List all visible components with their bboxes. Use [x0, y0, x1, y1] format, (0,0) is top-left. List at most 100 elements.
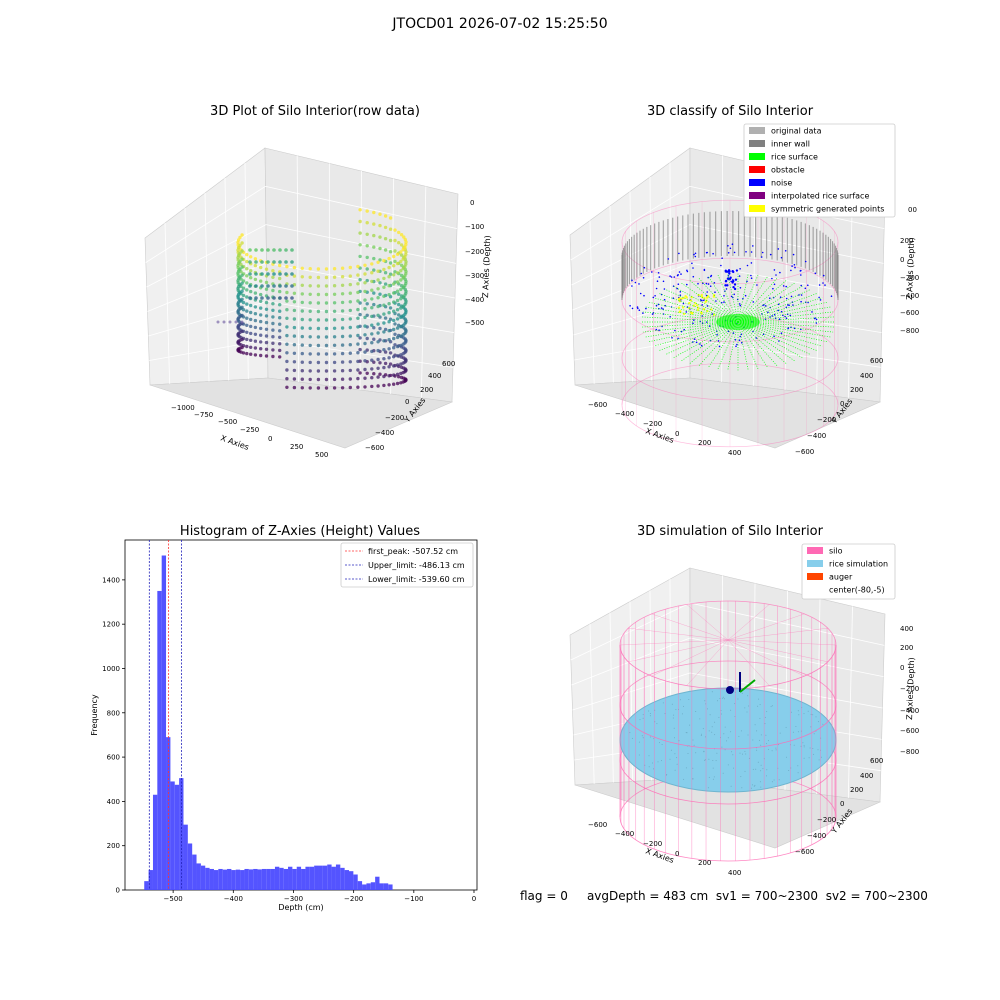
p2-ztick: −600 [900, 309, 919, 317]
histogram-bar [279, 867, 284, 890]
p4-ytick: −600 [795, 848, 814, 856]
histogram-bar [240, 870, 245, 890]
histogram-bar [340, 867, 345, 890]
p1-xtick: −250 [240, 426, 259, 434]
histogram-bar [388, 884, 393, 890]
p1-ytick: −200 [385, 414, 404, 422]
panel2-legend: original data inner wall rice surface obsta… [743, 123, 896, 218]
p4-ytick: 200 [850, 786, 863, 794]
panel4-legend: silo rice simulation auger center(-80,-5) [801, 543, 896, 600]
panel3-title: Histogram of Z-Axies (Height) Values [179, 524, 421, 539]
status-line: flag = 0 avgDepth = 483 cm sv1 = 700~230… [520, 889, 928, 903]
status-flag: flag = 0 [520, 889, 568, 903]
p4-xtick: −400 [615, 830, 634, 838]
svg-text:rice surface: rice surface [771, 153, 818, 162]
panel4-title: 3D simulation of Silo Interior [637, 524, 823, 539]
histogram-bar [196, 863, 201, 890]
histogram-bar [288, 866, 293, 890]
p2-ytick: −200 [817, 416, 836, 424]
histogram-bar [218, 868, 223, 890]
svg-text:rice simulation: rice simulation [829, 560, 888, 569]
svg-text:center(-80,-5): center(-80,-5) [829, 586, 885, 595]
p2-ytick: 600 [870, 357, 883, 365]
histogram-bar [261, 868, 267, 890]
panel2-chart: −600 −400 −200 0 200 400 −600 −400 −200 … [569, 123, 919, 457]
p2-ytick: −400 [807, 432, 826, 440]
histogram-ytick: 200 [107, 842, 120, 850]
p4-xlabel: X Axies [644, 846, 675, 865]
histogram-bar [318, 865, 323, 890]
p1-xtick: 500 [315, 451, 328, 459]
histogram-ylabel: Frequency [90, 694, 99, 736]
p1-ytick: 400 [428, 372, 441, 380]
histogram-bar [362, 884, 367, 890]
p2-ytick: 400 [860, 372, 873, 380]
p1-ztick: −100 [465, 223, 484, 231]
p1-zlabel: Z Axies (Depth) [481, 235, 492, 298]
p4-ztick: −600 [900, 727, 919, 735]
p1-xlabel: X Axies [219, 433, 250, 452]
histogram-bar [253, 868, 258, 890]
histogram-bar [349, 871, 354, 890]
p1-xtick: 250 [290, 443, 303, 451]
status-sv1: sv1 = 700~2300 [715, 889, 819, 903]
status-avg-depth: avgDepth = 483 cm [586, 889, 709, 903]
p4-xtick: 0 [675, 850, 679, 858]
histogram-bar [244, 868, 249, 890]
histogram-bar [379, 883, 384, 890]
p2-xtick: −600 [588, 401, 607, 409]
p1-ytick: −600 [365, 444, 384, 452]
figure-title: JTOCD01 2026-07-02 15:25:50 [392, 16, 608, 32]
histogram-ytick: 400 [107, 798, 120, 806]
p2-zlabel: Z Axies (Depth) [905, 237, 916, 300]
p4-xtick: 400 [728, 869, 741, 877]
histogram-ytick: 1400 [102, 576, 120, 584]
histogram-bar [314, 865, 319, 890]
histogram-bar [222, 869, 228, 890]
p4-ytick: 0 [840, 800, 844, 808]
p2-ytick: −600 [795, 448, 814, 456]
histogram-bar [187, 843, 193, 890]
histogram-bar [209, 868, 214, 890]
histogram-ytick: 0 [116, 887, 120, 895]
p2-xtick: −400 [615, 410, 634, 418]
p4-ytick: 400 [860, 772, 873, 780]
p4-ztick: −400 [900, 707, 919, 715]
histogram-bar [257, 869, 262, 890]
histogram-ytick: 1000 [102, 665, 120, 673]
panel1-chart: −1000 −750 −500 −250 0 250 500 −600 −400… [144, 147, 492, 459]
p4-xtick: −600 [588, 821, 607, 829]
p2-xtick: 0 [675, 430, 679, 438]
histogram-ytick: 800 [107, 709, 120, 717]
histogram-bar [205, 867, 210, 890]
p1-ztick: 0 [470, 199, 474, 207]
p2-ztick: 00 [908, 206, 917, 214]
histogram-xtick: 0 [472, 895, 476, 903]
histogram-bar [157, 590, 162, 890]
histogram-bar [231, 870, 236, 890]
p1-xtick: −1000 [171, 404, 195, 412]
histogram-ticks: −500 −400 −300 −200 −100 0 0 200 400 600 800 1000 12… [102, 576, 476, 903]
p1-ztick: −400 [465, 296, 484, 304]
p4-ytick: −400 [807, 832, 826, 840]
legend-lower-limit: Lower_limit: -539.60 cm [368, 575, 465, 584]
histogram-xtick: −400 [224, 895, 243, 903]
histogram-ytick: 1200 [102, 621, 120, 629]
panel2-point-cloud [621, 199, 839, 448]
histogram-bar [353, 874, 358, 890]
svg-text:inner wall: inner wall [771, 140, 810, 149]
p2-xlabel: X Axies [644, 426, 675, 445]
p4-xtick: 200 [698, 859, 711, 867]
panel1-axes-box [144, 147, 459, 449]
p2-xtick: 400 [728, 449, 741, 457]
svg-text:interpolated rice surface: interpolated rice surface [771, 192, 869, 201]
histogram-xlabel: Depth (cm) [278, 903, 323, 912]
p1-xtick: 0 [268, 435, 272, 443]
histogram-bar [227, 868, 232, 890]
panel1-title: 3D Plot of Silo Interior(row data) [210, 104, 420, 119]
p2-ytick: 200 [850, 386, 863, 394]
p4-zlabel: Z Axies (Depth) [905, 657, 916, 720]
p4-ytick: 600 [870, 757, 883, 765]
legend-upper-limit: Upper_limit: -486.13 cm [368, 561, 465, 570]
svg-text:original data: original data [771, 127, 822, 136]
